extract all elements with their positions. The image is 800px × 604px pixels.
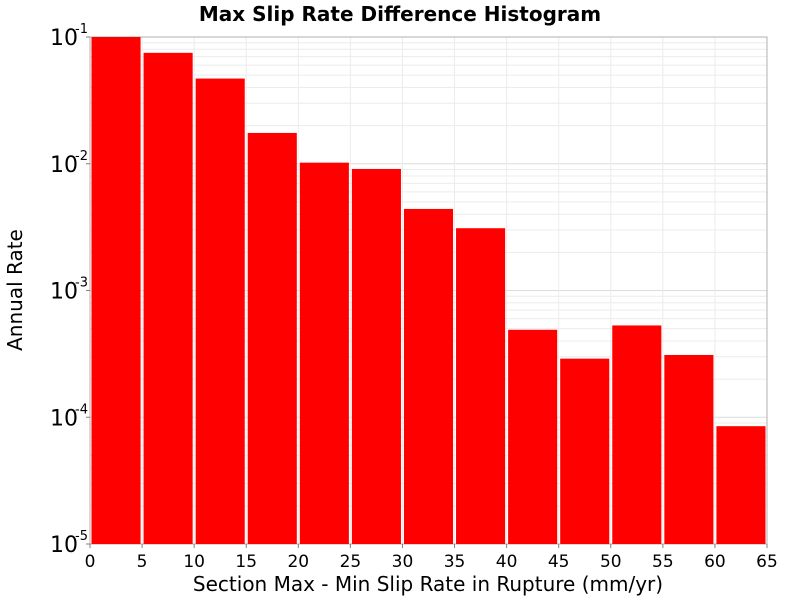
histogram-bar [143, 52, 193, 544]
histogram-bar [456, 228, 506, 544]
x-tick-label: 0 [85, 552, 96, 572]
histogram-bar [716, 426, 766, 544]
y-axis-ticks: 10-510-410-310-210-1 [50, 22, 90, 558]
y-tick-label: 10-1 [50, 22, 88, 51]
x-tick-label: 65 [756, 552, 778, 572]
histogram-bar [508, 329, 558, 544]
y-tick-exponent: -4 [75, 402, 88, 417]
histogram-bar [560, 358, 610, 544]
x-axis-ticks: 0 5 10 15 20 25 30 35 40 45 50 55 60 65 [85, 544, 778, 572]
y-tick-label: 10-2 [50, 149, 88, 178]
histogram-bar [195, 78, 245, 545]
x-tick-label: 30 [392, 552, 414, 572]
x-tick-label: 25 [340, 552, 362, 572]
x-tick-label: 35 [444, 552, 466, 572]
x-tick-label: 20 [287, 552, 309, 572]
bar-series [91, 37, 766, 545]
x-tick-label: 5 [137, 552, 148, 572]
x-tick-label: 55 [652, 552, 674, 572]
x-tick-label: 45 [548, 552, 570, 572]
x-tick-label: 60 [704, 552, 726, 572]
y-tick-base: 10 [50, 26, 78, 51]
y-tick-exponent: -3 [75, 276, 88, 291]
histogram-bar [299, 162, 349, 545]
y-axis-label: Annual Rate [3, 229, 27, 351]
x-axis-label: Section Max - Min Slip Rate in Rupture (… [193, 572, 663, 596]
histogram-bar [351, 168, 401, 544]
x-tick-label: 40 [496, 552, 518, 572]
y-tick-label: 10-3 [50, 276, 88, 305]
y-tick-exponent: -1 [75, 22, 88, 37]
histogram-bar [612, 325, 662, 544]
x-tick-label: 15 [235, 552, 257, 572]
y-tick-base: 10 [50, 280, 78, 305]
histogram-bar [91, 37, 141, 544]
histogram-bar [403, 208, 454, 544]
y-tick-label: 10-4 [50, 402, 88, 431]
histogram-bar [247, 132, 297, 544]
x-tick-label: 10 [183, 552, 205, 572]
y-tick-exponent: -2 [75, 149, 88, 164]
y-tick-exponent: -5 [75, 529, 88, 544]
histogram-bar [664, 354, 714, 544]
chart-title: Max Slip Rate Difference Histogram [199, 2, 601, 26]
y-tick-base: 10 [50, 533, 78, 558]
x-tick-label: 50 [600, 552, 622, 572]
y-tick-label: 10-5 [50, 529, 88, 558]
y-tick-base: 10 [50, 406, 78, 431]
y-tick-base: 10 [50, 153, 78, 178]
